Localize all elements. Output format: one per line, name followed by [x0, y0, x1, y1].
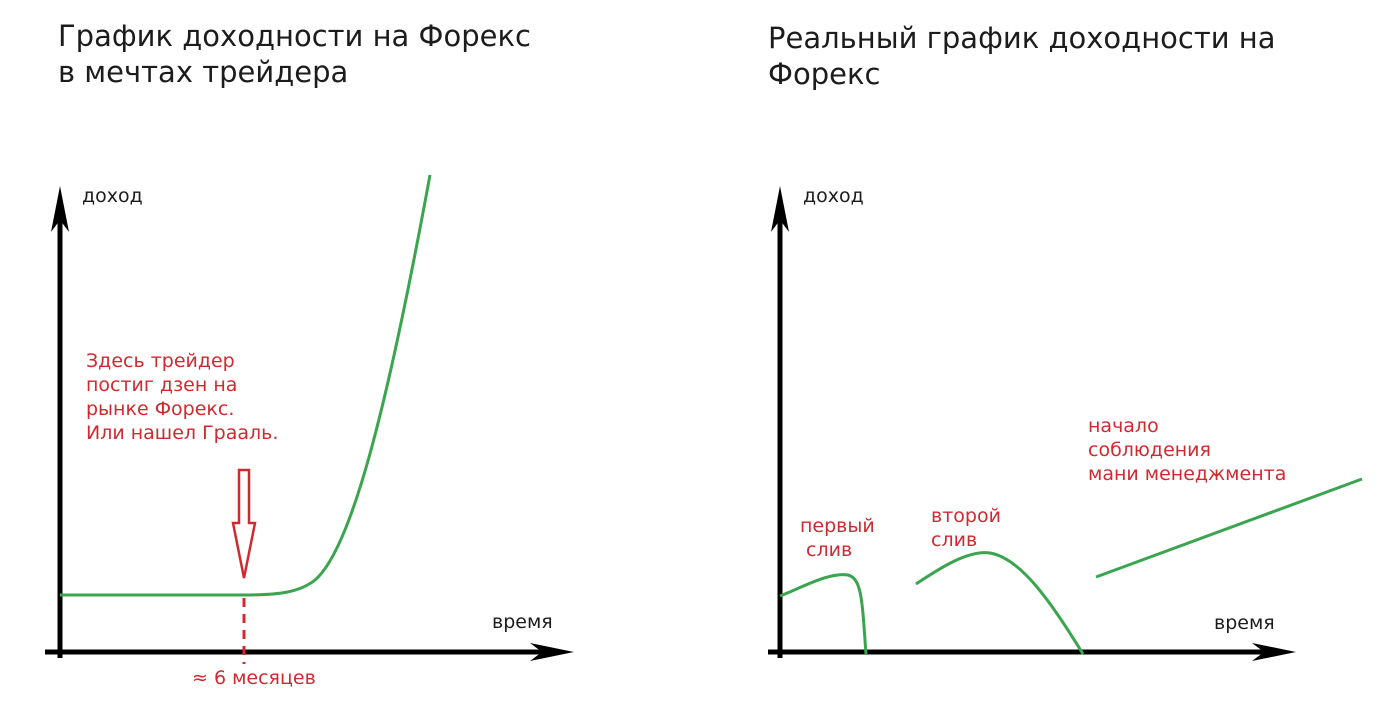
marker-hollow-arrow [231, 468, 257, 579]
right-x-axis-arrowhead [1252, 643, 1296, 661]
left-annotation: Здесь трейдер постиг дзен на рынке Форек… [86, 349, 278, 445]
left-y-axis-label: доход [82, 185, 143, 207]
right-note-money-management: начало соблюдения мани менеджмента [1088, 414, 1286, 486]
right-title-line2: Форекс [768, 57, 881, 91]
left-annotation-line2: постиг дзен на [86, 374, 238, 396]
right-note-first-drain: первый слив [800, 514, 875, 562]
right-second-drain-curve [915, 551, 1085, 655]
left-marker-label: ≈ 6 месяцев [192, 667, 316, 689]
left-x-axis-label: время [492, 611, 553, 633]
right-first-drain-curve [779, 573, 868, 655]
left-annotation-line4: Или нашел Грааль. [86, 422, 279, 444]
right-note-money-management-line2: соблюдения [1088, 439, 1211, 461]
right-note-second-drain: второй слив [931, 504, 1001, 552]
right-x-axis-label: время [1214, 612, 1275, 634]
right-title: Реальный график доходности на Форекс [768, 20, 1276, 92]
right-note-first-drain-line2: слив [806, 539, 853, 561]
left-y-axis-arrowhead [51, 186, 69, 232]
left-annotation-line3: рынке Форекс. [86, 398, 235, 420]
left-title: График доходности на Форекс в мечтах тре… [58, 18, 531, 90]
right-y-axis-arrowhead [771, 186, 789, 232]
right-note-second-drain-line2: слив [931, 529, 978, 551]
left-x-axis-arrowhead [530, 643, 574, 661]
left-annotation-line1: Здесь трейдер [86, 350, 235, 372]
left-title-line1: График доходности на Форекс [58, 19, 531, 53]
right-note-money-management-line1: начало [1088, 415, 1159, 437]
right-note-money-management-line3: мани менеджмента [1088, 463, 1287, 485]
right-title-line1: Реальный график доходности на [768, 21, 1276, 55]
left-title-line2: в мечтах трейдера [58, 55, 349, 89]
left-dream-curve [60, 174, 432, 597]
right-money-management-line [1095, 477, 1363, 579]
right-note-second-drain-line1: второй [931, 505, 1001, 527]
right-y-axis-label: доход [803, 185, 864, 207]
right-note-first-drain-line1: первый [800, 515, 875, 537]
